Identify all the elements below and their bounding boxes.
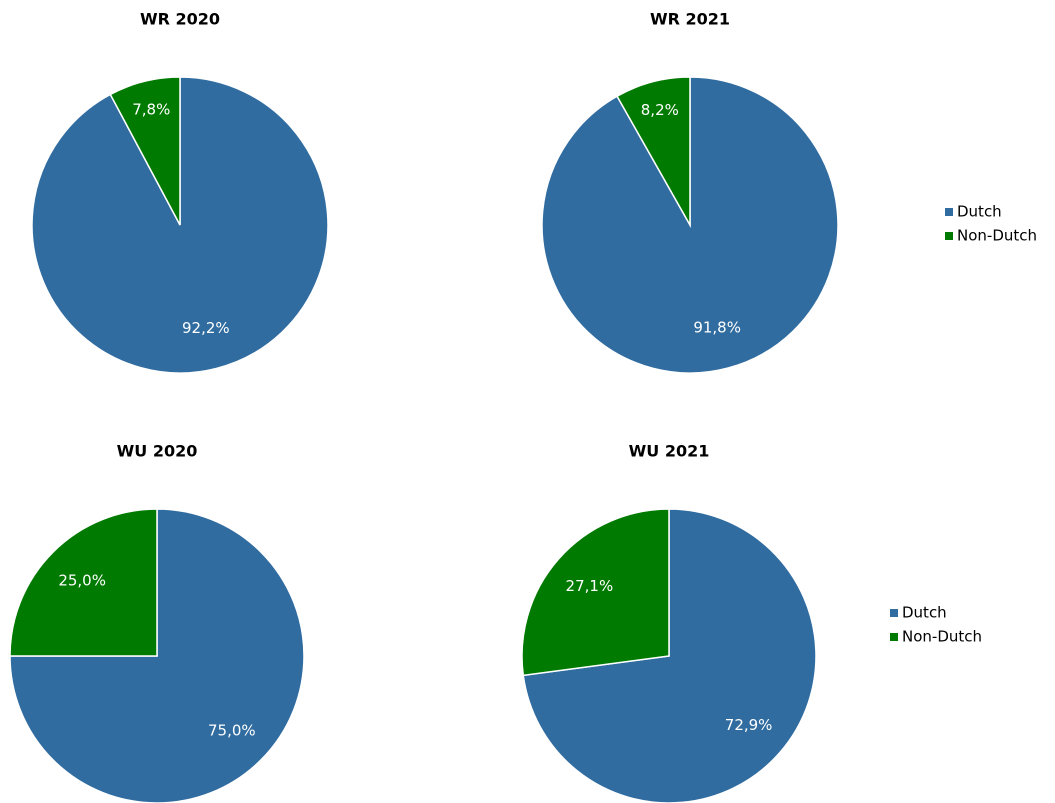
legend-swatch [890, 609, 898, 617]
value-label: 72,9% [725, 716, 773, 734]
legend-label: Non-Dutch [902, 628, 982, 646]
legend-swatch [890, 633, 898, 641]
chart-title: WR 2020 [140, 10, 220, 29]
legend-swatch [945, 208, 953, 216]
value-label: 7,8% [132, 101, 170, 119]
value-label: 91,8% [693, 319, 741, 337]
pie-slice [616, 76, 691, 228]
pie-slice [109, 76, 181, 226]
legend-label: Dutch [957, 203, 1002, 221]
chart-title: WU 2020 [117, 442, 198, 461]
legend-label: Dutch [902, 604, 947, 622]
legend-label: Non-Dutch [957, 227, 1037, 245]
value-label: 92,2% [182, 319, 230, 337]
value-label: 25,0% [58, 572, 106, 590]
value-label: 8,2% [641, 101, 679, 119]
value-label: 75,0% [208, 721, 256, 739]
chart-title: WR 2021 [650, 10, 730, 29]
value-label: 27,1% [566, 577, 614, 595]
pie-slice [9, 508, 158, 657]
chart-title: WU 2021 [629, 442, 710, 461]
legend-swatch [945, 232, 953, 240]
pie-slice [521, 508, 670, 677]
